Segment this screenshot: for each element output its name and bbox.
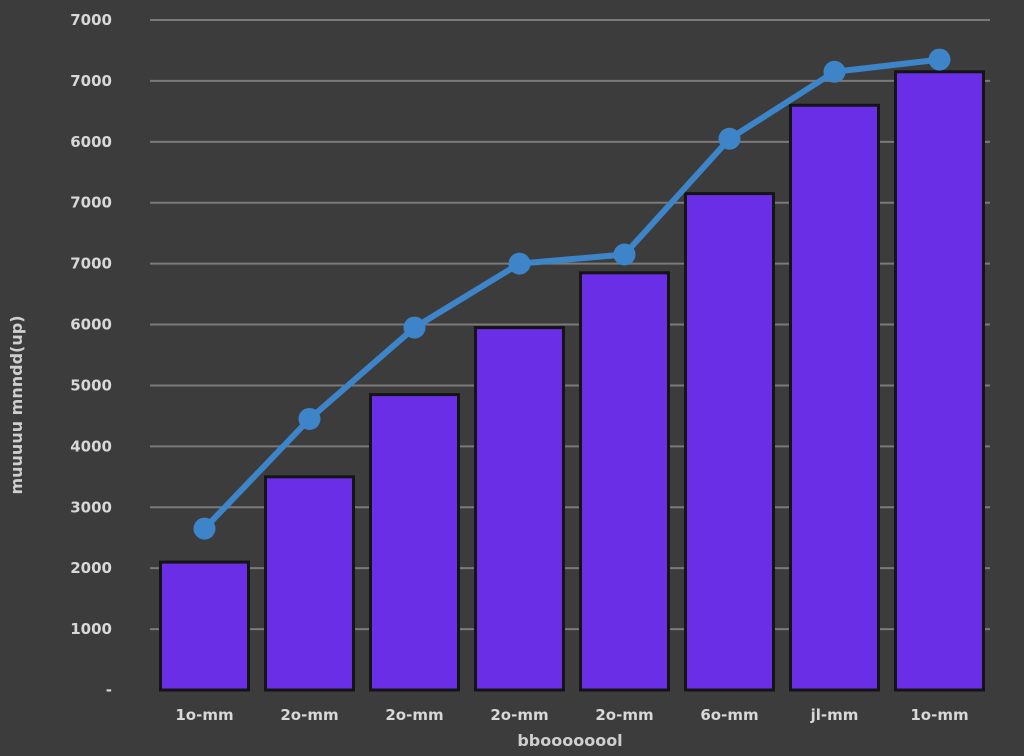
x-axis-ticks: 1o-mm 2o-mm 2o-mm 2o-mm 2o-mm 6o-mm jl-mm 1o-mm — [175, 706, 968, 724]
y-tick-label: 2000 — [70, 559, 112, 577]
x-axis-label: bboooooool — [517, 731, 622, 750]
y-axis-ticks: - 1000 2000 3000 4000 5000 6000 7000 7000 6000 700… — [70, 11, 112, 699]
y-tick-label: 7000 — [70, 11, 112, 29]
bar — [789, 103, 880, 692]
line-point — [193, 517, 216, 540]
series-line — [201, 56, 943, 532]
x-tick-label: 1o-mm — [910, 706, 968, 724]
y-tick-label: 5000 — [70, 376, 112, 394]
bar — [369, 393, 460, 692]
line-point — [613, 243, 636, 266]
bar-series — [159, 70, 985, 692]
line-point — [403, 316, 426, 339]
x-tick-label: jl-mm — [810, 706, 859, 724]
y-tick-label: 6000 — [70, 133, 112, 151]
y-tick-label: 1000 — [70, 620, 112, 638]
line-point — [718, 127, 741, 150]
line-point — [823, 60, 846, 83]
x-tick-label: 2o-mm — [595, 706, 653, 724]
y-tick-label: 6000 — [70, 316, 112, 334]
x-tick-label: 6o-mm — [700, 706, 758, 724]
x-tick-label: 1o-mm — [175, 706, 233, 724]
y-axis-label: muuuuu mnndd(up) — [7, 315, 26, 494]
x-tick-label: 2o-mm — [385, 706, 443, 724]
y-tick-label: 7000 — [70, 72, 112, 90]
bar — [159, 560, 250, 692]
bar — [894, 70, 985, 692]
line-point — [928, 48, 951, 71]
y-tick-label: 3000 — [70, 498, 112, 516]
line-point — [508, 252, 531, 275]
bar — [684, 192, 775, 692]
line-point — [298, 407, 321, 430]
y-tick-label: - — [106, 681, 112, 699]
line-series — [193, 48, 951, 540]
bar — [264, 475, 355, 692]
x-tick-label: 2o-mm — [490, 706, 548, 724]
bar — [579, 271, 670, 692]
y-tick-label: 7000 — [70, 194, 112, 212]
bar — [474, 326, 565, 692]
y-tick-label: 7000 — [70, 255, 112, 273]
x-tick-label: 2o-mm — [280, 706, 338, 724]
y-tick-label: 4000 — [70, 437, 112, 455]
